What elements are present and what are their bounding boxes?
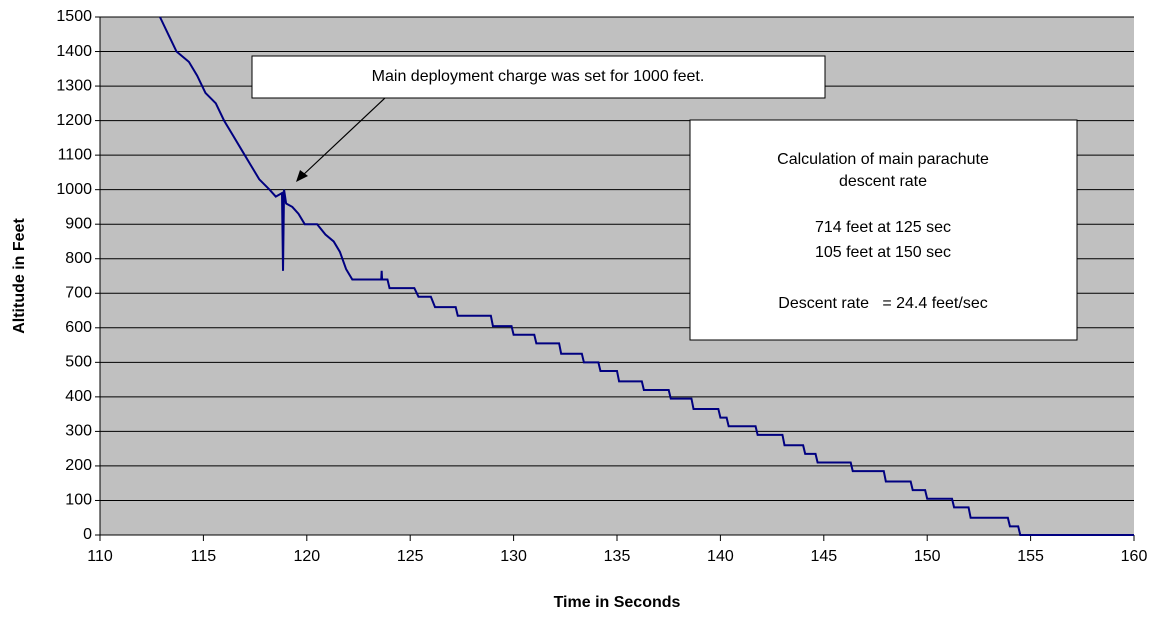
y-axis-label: Altitude in Feet xyxy=(11,218,28,334)
x-tick-label: 140 xyxy=(707,548,734,565)
x-tick-label: 110 xyxy=(87,548,113,565)
y-tick-label: 500 xyxy=(65,354,92,371)
y-tick-label: 1100 xyxy=(58,146,93,163)
y-tick-label: 300 xyxy=(65,423,92,440)
y-tick-label: 400 xyxy=(65,388,92,405)
y-tick-label: 800 xyxy=(65,250,92,267)
annotation: Descent rate = 24.4 feet/sec xyxy=(778,295,987,312)
annotation-box xyxy=(689,119,1078,341)
y-tick-label: 1200 xyxy=(56,112,92,129)
y-tick-label: 1000 xyxy=(56,181,92,198)
annotation: 105 feet at 150 sec xyxy=(815,244,951,261)
line xyxy=(159,16,1134,536)
arrow xyxy=(301,97,386,177)
annotation: Calculation of main parachute xyxy=(777,151,989,168)
y-tick-label: 1400 xyxy=(56,43,92,60)
annotation-box xyxy=(251,55,826,99)
x-tick-label: 145 xyxy=(810,548,837,565)
annotation: Main deployment charge was set for 1000 … xyxy=(372,68,705,85)
y-tick-label: 1500 xyxy=(56,8,92,25)
x-tick-label: 130 xyxy=(500,548,527,565)
x-axis-label: Time in Seconds xyxy=(554,594,681,611)
y-tick-label: 900 xyxy=(65,215,92,232)
annotation: descent rate xyxy=(839,173,927,190)
y-tick-label: 1300 xyxy=(56,77,92,94)
x-tick-label: 150 xyxy=(914,548,941,565)
y-tick-label: 600 xyxy=(65,319,92,336)
y-tick-label: 700 xyxy=(65,284,92,301)
arrow-head xyxy=(296,170,308,182)
x-tick-label: 120 xyxy=(293,548,320,565)
x-tick-label: 160 xyxy=(1121,548,1148,565)
x-tick-label: 155 xyxy=(1017,548,1044,565)
x-tick-label: 115 xyxy=(191,548,217,565)
x-tick-label: 125 xyxy=(397,548,424,565)
y-tick-label: 0 xyxy=(83,526,92,543)
y-tick-label: 100 xyxy=(65,492,92,509)
x-tick-label: 135 xyxy=(604,548,631,565)
annotation: 714 feet at 125 sec xyxy=(815,219,951,236)
y-tick-label: 200 xyxy=(65,457,92,474)
